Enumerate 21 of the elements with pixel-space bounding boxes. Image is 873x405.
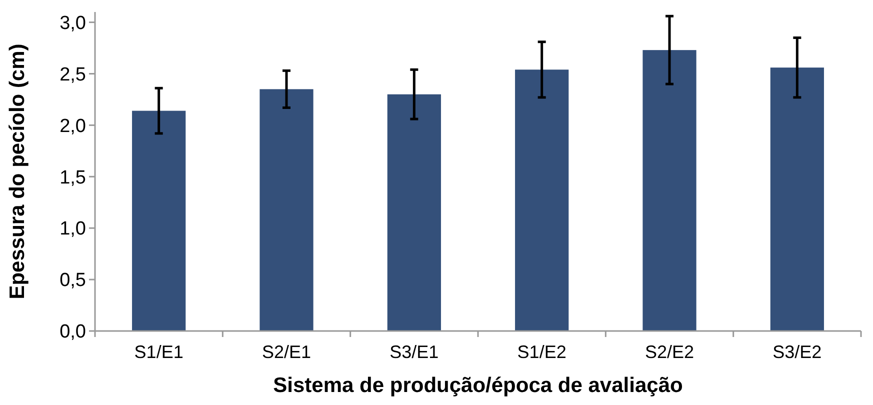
- x-tick-label: S2/E1: [262, 342, 312, 362]
- bar: [770, 68, 824, 331]
- x-tick-label: S1/E1: [134, 342, 184, 362]
- x-axis-title: Sistema de produção/época de avaliação: [273, 374, 683, 397]
- bar: [132, 110, 186, 331]
- bar: [387, 94, 441, 331]
- x-tick-label: S3/E2: [772, 342, 822, 362]
- y-tick-label: 2,5: [60, 64, 86, 86]
- y-tick-label: 1,0: [60, 218, 86, 240]
- x-tick-label: S3/E1: [390, 342, 439, 362]
- y-axis-title: Epessura do pecíolo (cm): [6, 44, 29, 300]
- bar: [642, 50, 696, 331]
- bar: [515, 70, 569, 331]
- y-tick-label: 0,5: [60, 270, 86, 292]
- x-tick-label: S1/E2: [517, 342, 566, 362]
- y-tick-label: 1,5: [60, 167, 86, 188]
- y-tick-label: 3,0: [60, 12, 86, 34]
- bar: [260, 89, 314, 331]
- x-tick-label: S2/E2: [644, 342, 694, 362]
- y-tick-label: 0,0: [60, 322, 86, 343]
- y-tick-label: 2,0: [60, 116, 86, 137]
